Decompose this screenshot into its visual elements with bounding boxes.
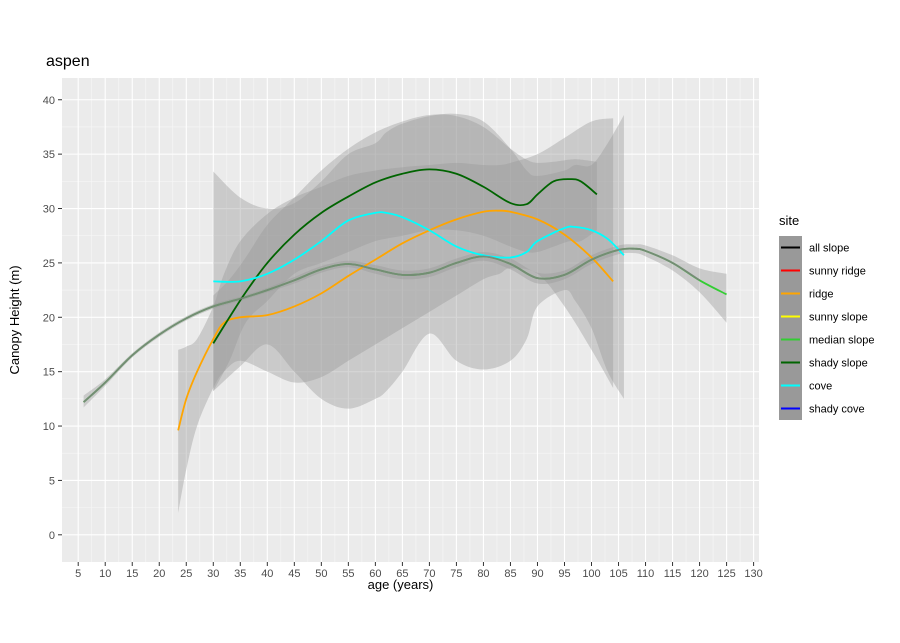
y-tick-label: 25 bbox=[43, 258, 55, 270]
x-tick-label: 15 bbox=[126, 568, 138, 580]
confidence-band-ridge bbox=[178, 118, 614, 514]
x-tick-label: 20 bbox=[153, 568, 165, 580]
x-tick-label: 55 bbox=[342, 568, 354, 580]
x-tick-label: 110 bbox=[637, 568, 655, 580]
legend-label: sunny slope bbox=[809, 312, 868, 324]
y-tick-label: 15 bbox=[43, 367, 55, 379]
y-tick-label: 10 bbox=[43, 421, 55, 433]
series-line-cove bbox=[213, 211, 625, 283]
y-tick-label: 0 bbox=[49, 530, 55, 542]
x-axis: 5 10 15 20 25 30 35 40 45 50 55 60 65 70 75 80 85 90 95 100… bbox=[75, 562, 763, 580]
confidence-bands bbox=[83, 113, 727, 514]
legend-label: shady cove bbox=[809, 404, 865, 416]
x-tick-label: 100 bbox=[582, 568, 600, 580]
legend-title: site bbox=[779, 213, 799, 228]
x-tick-label: 90 bbox=[531, 568, 543, 580]
series-line-ridge bbox=[177, 209, 614, 431]
x-tick-label: 120 bbox=[690, 568, 708, 580]
series-lines bbox=[83, 168, 727, 431]
major-gridlines bbox=[62, 78, 759, 562]
legend-label: sunny ridge bbox=[809, 266, 866, 278]
x-tick-label: 125 bbox=[717, 568, 735, 580]
x-tick-label: 85 bbox=[504, 568, 516, 580]
x-tick-label: 75 bbox=[450, 568, 462, 580]
y-tick-label: 35 bbox=[43, 149, 55, 161]
y-tick-label: 30 bbox=[43, 204, 55, 216]
x-axis-title: age (years) bbox=[368, 577, 434, 592]
x-tick-label: 50 bbox=[315, 568, 327, 580]
x-tick-label: 80 bbox=[477, 568, 489, 580]
y-tick-label: 20 bbox=[43, 312, 55, 324]
y-axis-title: Canopy Height (m) bbox=[7, 265, 22, 374]
x-tick-label: 130 bbox=[744, 568, 762, 580]
confidence-band-cove bbox=[213, 113, 624, 409]
series-line-shady-slope bbox=[212, 168, 598, 344]
confidence-band-shady-slope bbox=[213, 114, 597, 392]
x-tick-label: 10 bbox=[99, 568, 111, 580]
plot-panel bbox=[62, 78, 759, 562]
series-overlay-line bbox=[83, 247, 701, 403]
x-tick-label: 5 bbox=[75, 568, 81, 580]
legend-label: shady slope bbox=[809, 358, 868, 370]
legend: site all slope sunny ridge ridge sunny slop… bbox=[779, 213, 874, 420]
legend-label: all slope bbox=[809, 243, 849, 255]
legend-label: ridge bbox=[809, 289, 833, 301]
y-tick-label: 5 bbox=[49, 475, 55, 487]
minor-gridlines bbox=[62, 78, 759, 562]
y-axis: 0 5 10 15 20 25 30 35 40 bbox=[43, 95, 62, 542]
x-tick-label: 45 bbox=[288, 568, 300, 580]
x-tick-label: 70 bbox=[423, 568, 435, 580]
x-tick-label: 60 bbox=[369, 568, 381, 580]
x-tick-label: 35 bbox=[234, 568, 246, 580]
x-tick-label: 105 bbox=[609, 568, 627, 580]
x-tick-label: 115 bbox=[664, 568, 682, 580]
confidence-band-median-slope bbox=[83, 244, 727, 408]
x-tick-label: 25 bbox=[180, 568, 192, 580]
x-tick-label: 30 bbox=[207, 568, 219, 580]
chart-title: aspen bbox=[46, 53, 90, 70]
legend-label: cove bbox=[809, 381, 832, 393]
x-tick-label: 40 bbox=[261, 568, 273, 580]
x-tick-label: 65 bbox=[396, 568, 408, 580]
y-tick-label: 40 bbox=[43, 95, 55, 107]
legend-label: median slope bbox=[809, 335, 874, 347]
x-tick-label: 95 bbox=[558, 568, 570, 580]
